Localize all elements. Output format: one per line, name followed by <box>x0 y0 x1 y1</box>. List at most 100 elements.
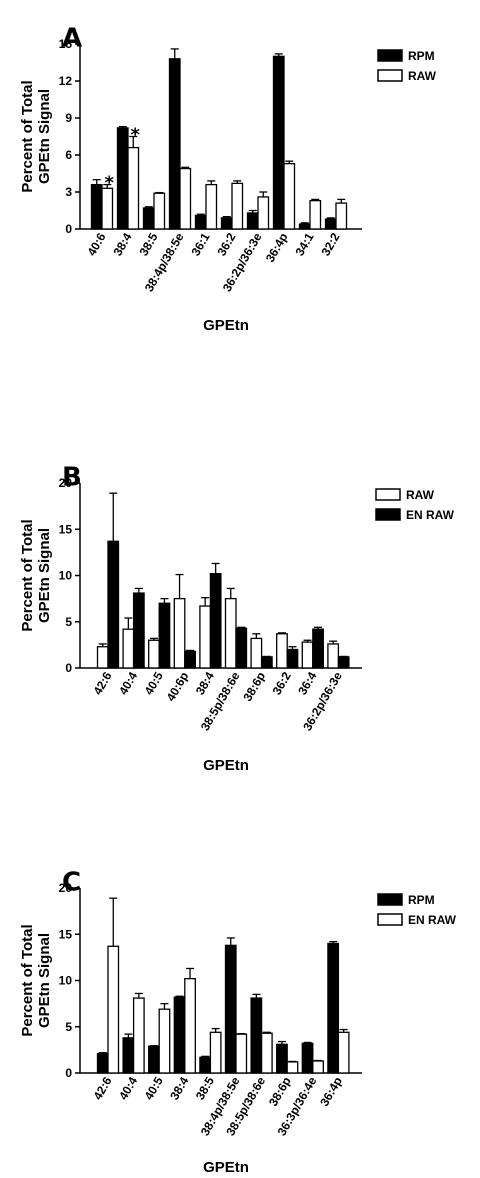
x-category-label: 32:2 <box>318 230 342 258</box>
bar-en-raw <box>337 656 350 669</box>
x-category-label: 40:6p <box>164 670 192 704</box>
chart-panel-B: B 0 5 10 15 20 Percent of TotalGPEtn Signal GPE… <box>19 462 455 774</box>
x-category-label: 40:5 <box>142 1074 166 1102</box>
bar-raw <box>173 597 186 669</box>
bar-rpm <box>173 996 186 1074</box>
y-tick-label: 10 <box>59 974 73 988</box>
legend-label: RAW <box>406 488 435 502</box>
y-tick-label: 20 <box>59 476 73 490</box>
bar-raw <box>179 167 192 230</box>
bar-rpm <box>194 214 207 230</box>
y-tick-label: 10 <box>59 569 73 583</box>
y-tick-label: 5 <box>65 1020 72 1034</box>
y-tick-label: 3 <box>65 185 72 199</box>
x-category-label: 36:2 <box>214 230 238 258</box>
bar-raw <box>148 639 160 669</box>
y-tick-label: 5 <box>65 615 72 629</box>
x-category-label: 36:1 <box>188 230 212 258</box>
x-category-label: 36:4 <box>295 669 319 697</box>
bar-rpm <box>199 1056 212 1074</box>
bar-en-raw <box>286 1061 299 1074</box>
x-category-label: 38:6p <box>240 670 268 704</box>
significance-star: * <box>131 125 141 146</box>
chart-panel-A: A 0 3 6 9 12 15 Percent of TotalGPEtn Signal GPE… <box>19 23 437 334</box>
legend-label: RPM <box>408 49 435 63</box>
chart-panel-C: C 0 5 10 15 20 Percent of TotalGPEtn Signal GPE… <box>19 867 457 1176</box>
x-category-label: 42:6 <box>90 669 114 697</box>
bar-en-raw <box>107 540 120 669</box>
y-tick-label: 0 <box>65 1066 72 1080</box>
bar-rpm <box>142 207 155 230</box>
x-category-label: 36:2 <box>270 669 294 697</box>
bar-rpm <box>220 217 233 230</box>
bar-raw <box>127 146 140 230</box>
bar-en-raw <box>209 1031 222 1074</box>
x-category-label: 42:6 <box>90 1074 114 1102</box>
y-axis-title: Percent of TotalGPEtn Signal <box>19 80 53 192</box>
bar-en-raw <box>337 1031 350 1074</box>
bar-rpm <box>298 223 311 230</box>
x-axis-title: GPEtn <box>203 317 249 334</box>
bar-en-raw <box>107 945 120 1074</box>
legend-label: EN RAW <box>408 913 457 927</box>
bar-raw <box>101 187 114 230</box>
legend-swatch <box>377 49 403 62</box>
bar-rpm <box>301 1042 314 1074</box>
bar-en-raw <box>184 978 196 1074</box>
bar-rpm <box>90 183 103 230</box>
bar-raw <box>283 162 296 230</box>
bar-en-raw <box>158 1008 171 1074</box>
bar-en-raw <box>158 602 171 669</box>
bar-rpm <box>116 127 129 230</box>
y-axis-title: Percent of TotalGPEtn Signal <box>19 519 53 631</box>
x-category-label: 38:4 <box>110 230 134 258</box>
bar-raw <box>199 605 212 669</box>
bar-en-raw <box>132 592 145 669</box>
legend-swatch <box>375 488 401 501</box>
x-category-label: 38:4 <box>193 669 217 697</box>
x-category-label: 38:4 <box>167 1074 191 1102</box>
bar-rpm <box>250 997 263 1074</box>
significance-star: * <box>105 173 115 194</box>
panel-letter: A <box>62 23 82 53</box>
y-tick-label: 15 <box>59 522 73 536</box>
bar-rpm <box>324 218 337 230</box>
bar-raw <box>153 192 166 230</box>
bar-raw <box>224 597 237 669</box>
legend-swatch <box>377 69 403 82</box>
bar-rpm <box>168 58 181 230</box>
bar-rpm <box>148 1045 160 1074</box>
y-tick-label: 0 <box>65 222 72 236</box>
bar-rpm <box>122 1037 135 1074</box>
bar-en-raw <box>209 573 222 669</box>
y-tick-label: 0 <box>65 661 72 675</box>
legend-label: RAW <box>408 69 437 83</box>
bar-en-raw <box>235 1033 248 1074</box>
x-category-label: 36:4p <box>263 231 291 265</box>
bar-en-raw <box>260 656 273 669</box>
bar-en-raw <box>286 648 299 669</box>
bar-raw <box>276 633 288 669</box>
legend-swatch <box>377 893 403 906</box>
y-tick-label: 9 <box>65 111 72 125</box>
bar-raw <box>335 202 348 230</box>
x-category-label: 34:1 <box>292 230 316 258</box>
bar-en-raw <box>260 1032 273 1074</box>
x-category-label: 38:5 <box>193 1074 217 1102</box>
y-tick-label: 12 <box>59 74 73 88</box>
bar-raw <box>257 196 270 230</box>
x-axis-title: GPEtn <box>203 1159 249 1176</box>
x-category-label: 40:4 <box>116 669 140 697</box>
bar-en-raw <box>184 650 196 669</box>
y-tick-label: 20 <box>59 881 73 895</box>
x-category-label: 38:5 <box>136 230 160 258</box>
y-tick-label: 15 <box>59 37 73 51</box>
bar-raw <box>96 646 109 669</box>
bar-raw <box>231 182 244 230</box>
bar-rpm <box>276 1043 288 1074</box>
legend-label: EN RAW <box>406 508 455 522</box>
bar-raw <box>301 641 314 669</box>
bar-raw <box>205 183 218 230</box>
legend-swatch <box>375 508 401 521</box>
bar-raw <box>327 643 340 669</box>
